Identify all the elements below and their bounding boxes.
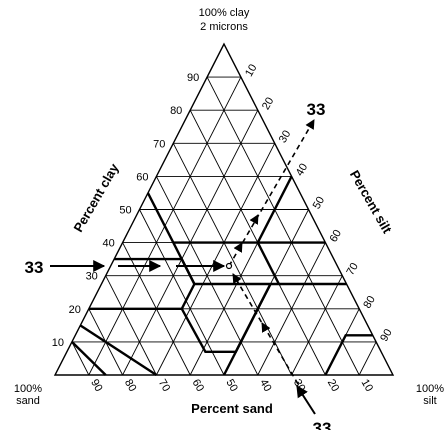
silt-axis-title: Percent silt — [347, 168, 395, 237]
silt-tick-30: 30 — [277, 128, 294, 145]
grid-line-sand-10 — [206, 76, 360, 376]
clay-tick-10: 10 — [52, 337, 64, 349]
clay-axis-ticks: 10 20 30 40 50 60 70 80 90 — [52, 72, 199, 349]
boundary-silt-loam — [324, 334, 373, 376]
clay-tick-20: 20 — [69, 304, 81, 316]
grid-line-silt-90 — [358, 341, 377, 376]
example-point-marker — [225, 262, 233, 270]
grid-line-sand-50 — [139, 209, 225, 376]
grid-line-sand-30 — [172, 143, 293, 376]
silt-arrow-dashed — [228, 119, 315, 267]
sand-arrow-tail — [296, 384, 316, 415]
example-point-arrows — [50, 119, 316, 415]
sand-axis-ticks: 90 80 70 60 50 40 30 20 10 — [88, 377, 375, 394]
grid-line-sand-70 — [105, 275, 157, 376]
boundary-loamy-sand — [71, 341, 107, 376]
apex-clay-label-2: 2 microns — [200, 21, 248, 33]
sand-tick-60: 60 — [190, 377, 207, 394]
silt-callout-value: 33 — [307, 100, 326, 119]
clay-tick-60: 60 — [136, 171, 148, 183]
clay-tick-40: 40 — [102, 238, 114, 250]
silt-arrow-low-head — [233, 242, 243, 253]
clay-tick-30: 30 — [86, 271, 98, 283]
clay-axis-title: Percent clay — [70, 160, 122, 235]
sand-tick-10: 10 — [359, 377, 376, 394]
silt-tick-20: 20 — [260, 95, 277, 112]
sand-tick-90: 90 — [88, 377, 105, 394]
corner-sand-label-1: 100% — [14, 383, 42, 395]
boundary-clay-loam — [172, 242, 281, 286]
sand-axis-title: Percent sand — [191, 401, 273, 416]
boundary-sandy-clay-loam — [88, 283, 196, 310]
grid-line-silt-60 — [257, 242, 326, 376]
silt-tick-40: 40 — [294, 162, 311, 179]
sand-callout-value: 33 — [313, 419, 332, 430]
corner-silt-label-1: 100% — [416, 383, 444, 395]
grid-line-sand-90 — [71, 341, 90, 376]
corner-sand-label-2: sand — [16, 395, 40, 407]
texture-class-boundaries — [71, 175, 373, 377]
sand-tick-40: 40 — [257, 377, 274, 394]
boundary-clay-upper — [146, 192, 175, 244]
corner-silt-label-2: silt — [423, 395, 436, 407]
apex-clay-label-1: 100% clay — [199, 7, 250, 19]
sand-tick-20: 20 — [325, 377, 342, 394]
clay-tick-70: 70 — [153, 138, 165, 150]
clay-tick-50: 50 — [119, 205, 131, 217]
clay-tick-90: 90 — [187, 72, 199, 84]
boundary-silt-upper — [222, 283, 272, 376]
sand-tick-50: 50 — [223, 377, 240, 394]
silt-tick-10: 10 — [243, 62, 260, 79]
grid-line-silt-30 — [155, 143, 276, 376]
triangle-outline — [53, 42, 395, 376]
silt-tick-50: 50 — [311, 195, 328, 212]
silt-arrow-mid-head — [249, 214, 259, 225]
silt-tick-70: 70 — [344, 261, 361, 278]
triangle-grid — [71, 76, 377, 376]
silt-tick-90: 90 — [378, 327, 395, 344]
boundary-sandy-loam — [79, 324, 158, 377]
grid-line-silt-70 — [291, 275, 343, 376]
silt-tick-80: 80 — [361, 294, 378, 311]
sand-tick-30: 30 — [291, 377, 308, 394]
sand-tick-70: 70 — [156, 377, 173, 394]
sand-arrow-mid-head — [261, 322, 271, 333]
silt-tick-60: 60 — [328, 228, 345, 245]
clay-tick-80: 80 — [170, 105, 182, 117]
sand-tick-80: 80 — [122, 377, 139, 394]
clay-callout-value: 33 — [25, 258, 44, 277]
